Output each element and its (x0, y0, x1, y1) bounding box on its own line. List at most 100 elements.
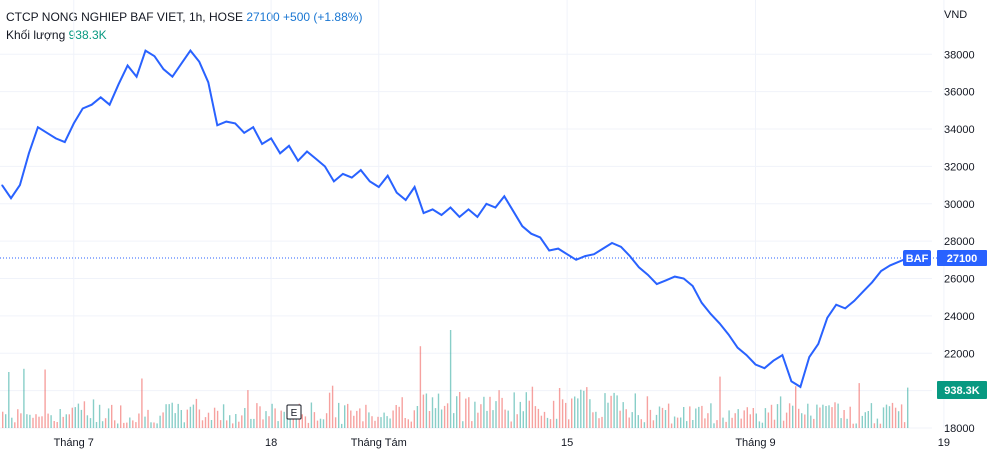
price-point (126, 64, 129, 67)
volume-bar (216, 410, 219, 428)
volume-bar (377, 416, 379, 428)
volume-bar (356, 410, 358, 428)
volume-bar (737, 409, 739, 428)
volume-bar (95, 422, 98, 428)
volume-bar (840, 418, 842, 428)
price-point (270, 137, 272, 139)
price-point (37, 126, 39, 128)
volume-bar (147, 409, 149, 428)
volume-bar (462, 421, 464, 428)
volume-bar (62, 416, 64, 428)
volume-bar (32, 417, 34, 428)
price-point (109, 104, 111, 106)
volume-bar (446, 403, 449, 428)
volume-bar (495, 401, 497, 428)
volume-bar (301, 414, 303, 428)
volume-bar (226, 420, 228, 428)
price-point (315, 158, 317, 160)
price-point (458, 216, 461, 218)
price-point (1, 184, 3, 186)
volume-bar (831, 407, 833, 428)
volume-bar (56, 422, 58, 428)
volume-bar (344, 405, 346, 428)
price-point (575, 259, 577, 261)
volume-bar (891, 402, 894, 428)
volume-bar (583, 390, 585, 428)
volume-bar (574, 396, 576, 428)
volume-bar (770, 404, 773, 428)
grid (0, 0, 945, 429)
price-point (225, 120, 227, 123)
volume-bar (168, 404, 170, 428)
volume-bar (870, 403, 873, 428)
volume-bar (740, 418, 742, 428)
y-tick-label: 32000 (944, 161, 975, 173)
volume-bar (204, 417, 207, 428)
volume-bar (634, 393, 636, 428)
volume-bar (280, 410, 282, 428)
volume-bar (268, 416, 270, 428)
volume-bar (610, 395, 612, 428)
volume-bar (195, 398, 198, 428)
volume-bar (283, 411, 285, 428)
volume-bar (132, 420, 134, 428)
volume-bar (440, 409, 443, 428)
volume-bar (59, 409, 61, 428)
price-point (46, 132, 48, 134)
volume-bar (29, 414, 31, 428)
volume-bar (601, 416, 603, 428)
volume-bar (325, 413, 328, 428)
volume-bar (410, 421, 412, 428)
volume-bar (846, 418, 848, 428)
volume-bar (207, 412, 210, 428)
price-point (512, 210, 514, 212)
volume-bar (413, 410, 415, 428)
price-point (736, 347, 739, 349)
volume-bar (649, 409, 652, 428)
volume-bar (277, 421, 279, 428)
volume-bar (156, 423, 158, 428)
volume-bar (80, 409, 83, 428)
price-point (73, 122, 75, 125)
volume-bar (604, 393, 606, 428)
volume-bar (752, 408, 754, 428)
volume-bar (392, 410, 394, 428)
volume-bar (83, 401, 86, 428)
earnings-icon: E (291, 408, 298, 419)
y-tick-label: 26000 (944, 274, 975, 286)
price-point (118, 83, 120, 85)
volume-bar (274, 408, 276, 428)
price-point (189, 49, 191, 52)
volume-bar (907, 387, 909, 428)
volume-bar (852, 423, 854, 428)
volume-bar (498, 390, 500, 428)
volume-bar (120, 405, 122, 428)
price-point (360, 169, 362, 171)
volume-bar (213, 407, 216, 428)
volume-bar (289, 412, 291, 428)
price-point (566, 253, 568, 255)
volume-bar (837, 403, 839, 428)
volume-bar (746, 407, 748, 428)
volume-bar (11, 417, 13, 428)
volume-bar (404, 418, 406, 428)
earnings-marker[interactable]: E (286, 404, 302, 420)
volume-bar (416, 406, 419, 428)
volume-bar (135, 422, 137, 428)
symbol-name: CTCP NONG NGHIEP BAF VIET (6, 10, 183, 24)
volume-bar (425, 393, 428, 428)
price-point (701, 302, 703, 304)
volume-bar (876, 418, 879, 428)
volume-bar (368, 412, 370, 428)
volume-bar (568, 419, 570, 428)
price-point (369, 180, 371, 182)
volume-bar (449, 330, 452, 428)
volume-bar (776, 404, 779, 428)
volume-bar (676, 417, 679, 428)
price-point (198, 61, 200, 63)
volume-bar (788, 403, 791, 428)
volume-bar (104, 418, 107, 428)
volume-bar (680, 417, 682, 428)
volume-tag-value: 938.3K (944, 385, 980, 397)
